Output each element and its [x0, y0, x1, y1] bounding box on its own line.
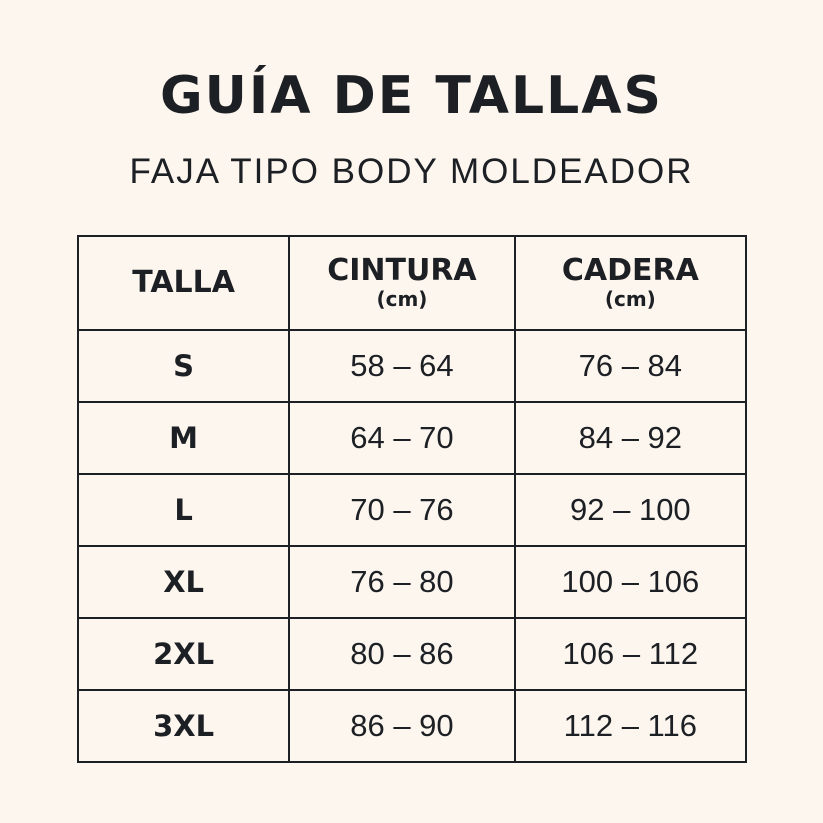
table-header-row: TALLA CINTURA (cm) CADERA (cm) — [76, 235, 748, 331]
hip-cell: 84 – 92 — [513, 401, 748, 475]
size-cell: 3XL — [76, 689, 291, 763]
hip-cell: 76 – 84 — [513, 329, 748, 403]
header-label: TALLA — [132, 265, 236, 300]
hip-cell: 100 – 106 — [513, 545, 748, 619]
size-cell: XL — [76, 545, 291, 619]
hip-cell: 92 – 100 — [513, 473, 748, 547]
table-row: XL 76 – 80 100 – 106 — [76, 545, 748, 619]
page-title: GUÍA DE TALLAS — [159, 66, 664, 126]
size-cell: M — [76, 401, 291, 475]
page-subtitle: FAJA TIPO BODY MOLDEADOR — [129, 152, 694, 191]
size-cell: L — [76, 473, 291, 547]
table-row: L 70 – 76 92 – 100 — [76, 473, 748, 547]
header-size: TALLA — [76, 235, 291, 331]
table-row: 2XL 80 – 86 106 – 112 — [76, 617, 748, 691]
hip-cell: 106 – 112 — [513, 617, 748, 691]
size-cell: S — [76, 329, 291, 403]
header-label: CADERA — [561, 253, 699, 288]
waist-cell: 58 – 64 — [288, 329, 516, 403]
waist-cell: 70 – 76 — [288, 473, 516, 547]
table-row: M 64 – 70 84 – 92 — [76, 401, 748, 475]
header-unit: (cm) — [376, 287, 428, 311]
hip-cell: 112 – 116 — [513, 689, 748, 763]
waist-cell: 64 – 70 — [288, 401, 516, 475]
waist-cell: 80 – 86 — [288, 617, 516, 691]
table-row: S 58 – 64 76 – 84 — [76, 329, 748, 403]
header-unit: (cm) — [604, 287, 656, 311]
header-label: CINTURA — [327, 253, 477, 288]
header-hip: CADERA (cm) — [513, 235, 748, 331]
waist-cell: 86 – 90 — [288, 689, 516, 763]
header-waist: CINTURA (cm) — [288, 235, 516, 331]
table-row: 3XL 86 – 90 112 – 116 — [76, 689, 748, 763]
size-cell: 2XL — [76, 617, 291, 691]
waist-cell: 76 – 80 — [288, 545, 516, 619]
size-table: TALLA CINTURA (cm) CADERA (cm) S 58 – 64 76 … — [76, 235, 748, 763]
